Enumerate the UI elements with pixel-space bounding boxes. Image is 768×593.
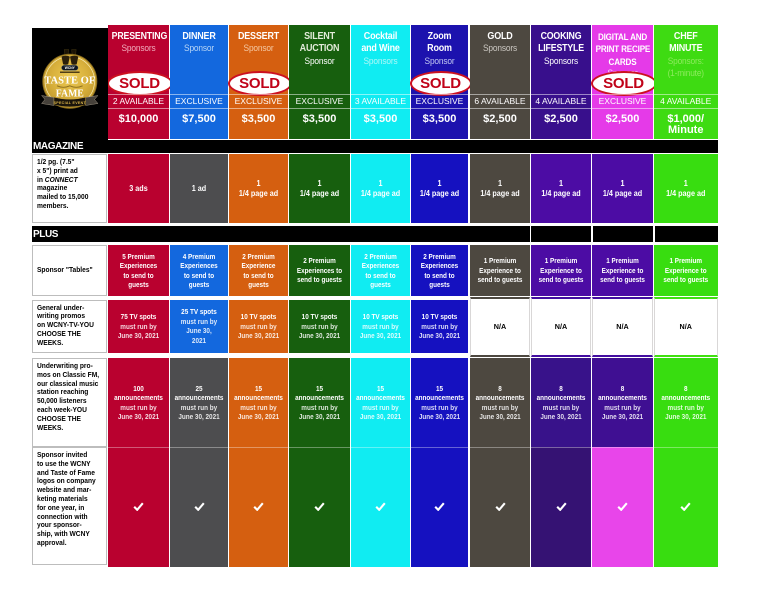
svg-text:FAME: FAME: [56, 89, 84, 100]
svg-text:SPECIAL EVENT: SPECIAL EVENT: [54, 101, 87, 105]
svg-text:TASTE OF: TASTE OF: [44, 76, 95, 87]
svg-text:WCNY: WCNY: [65, 66, 76, 70]
